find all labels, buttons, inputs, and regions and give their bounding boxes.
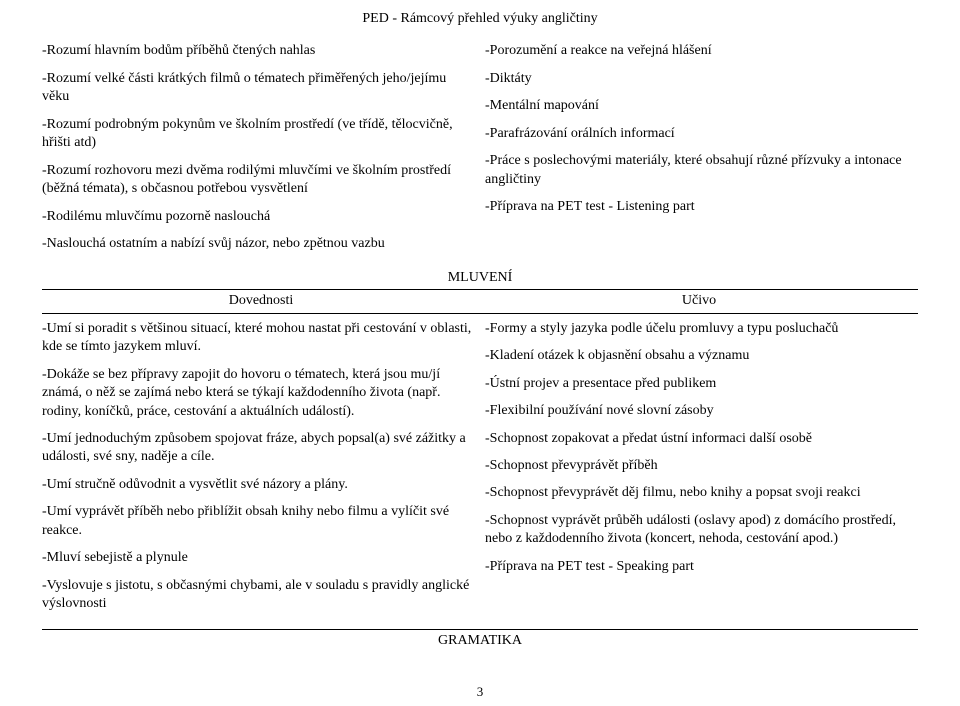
list-item: -Schopnost zopakovat a předat ústní info…: [485, 430, 918, 448]
list-item: -Schopnost převyprávět příběh: [485, 457, 918, 475]
mluveni-right-column: -Formy a styly jazyka podle účelu promlu…: [485, 320, 918, 623]
list-item: -Mluví sebejistě a plynule: [42, 549, 475, 567]
section-heading-mluveni: MLUVENÍ: [42, 269, 918, 287]
list-item: -Flexibilní používání nové slovní zásoby: [485, 402, 918, 420]
list-item: -Diktáty: [485, 70, 918, 88]
list-item: -Umí stručně odůvodnit a vysvětlit své n…: [42, 476, 475, 494]
top-left-column: -Rozumí hlavním bodům příběhů čtených na…: [42, 42, 475, 262]
column-header-right: Učivo: [480, 290, 918, 312]
section-heading-gramatika: GRAMATIKA: [42, 629, 918, 650]
list-item: -Vyslovuje s jistotu, s občasnými chybam…: [42, 577, 475, 614]
mluveni-body: -Umí si poradit s většinou situací, kter…: [42, 320, 918, 623]
list-item: -Rozumí podrobným pokynům ve školním pro…: [42, 116, 475, 153]
column-header-left: Dovednosti: [42, 290, 480, 312]
list-item: -Naslouchá ostatním a nabízí svůj názor,…: [42, 235, 475, 253]
list-item: -Umí vyprávět příběh nebo přiblížit obsa…: [42, 503, 475, 540]
list-item: -Dokáže se bez přípravy zapojit do hovor…: [42, 366, 475, 421]
page: PED - Rámcový přehled výuky angličtiny -…: [0, 0, 960, 706]
list-item: -Parafrázování orálních informací: [485, 125, 918, 143]
list-item: -Schopnost vyprávět průběh události (osl…: [485, 512, 918, 549]
list-item: -Rozumí hlavním bodům příběhů čtených na…: [42, 42, 475, 60]
top-section: -Rozumí hlavním bodům příběhů čtených na…: [42, 42, 918, 262]
list-item: -Příprava na PET test - Speaking part: [485, 558, 918, 576]
list-item: -Příprava na PET test - Listening part: [485, 198, 918, 216]
page-number: 3: [0, 683, 960, 700]
list-item: -Rozumí velké části krátkých filmů o tém…: [42, 70, 475, 107]
list-item: -Umí si poradit s většinou situací, kter…: [42, 320, 475, 357]
page-title: PED - Rámcový přehled výuky angličtiny: [42, 10, 918, 28]
mluveni-left-column: -Umí si poradit s většinou situací, kter…: [42, 320, 475, 623]
list-item: -Formy a styly jazyka podle účelu promlu…: [485, 320, 918, 338]
list-item: -Rozumí rozhovoru mezi dvěma rodilými ml…: [42, 162, 475, 199]
list-item: -Umí jednoduchým způsobem spojovat fráze…: [42, 430, 475, 467]
list-item: -Porozumění a reakce na veřejná hlášení: [485, 42, 918, 60]
column-headers-row: Dovednosti Učivo: [42, 289, 918, 313]
list-item: -Práce s poslechovými materiály, které o…: [485, 152, 918, 189]
top-right-column: -Porozumění a reakce na veřejná hlášení …: [485, 42, 918, 262]
list-item: -Schopnost převyprávět děj filmu, nebo k…: [485, 484, 918, 502]
list-item: -Rodilému mluvčímu pozorně naslouchá: [42, 208, 475, 226]
list-item: -Ústní projev a presentace před publikem: [485, 375, 918, 393]
list-item: -Mentální mapování: [485, 97, 918, 115]
list-item: -Kladení otázek k objasnění obsahu a výz…: [485, 347, 918, 365]
